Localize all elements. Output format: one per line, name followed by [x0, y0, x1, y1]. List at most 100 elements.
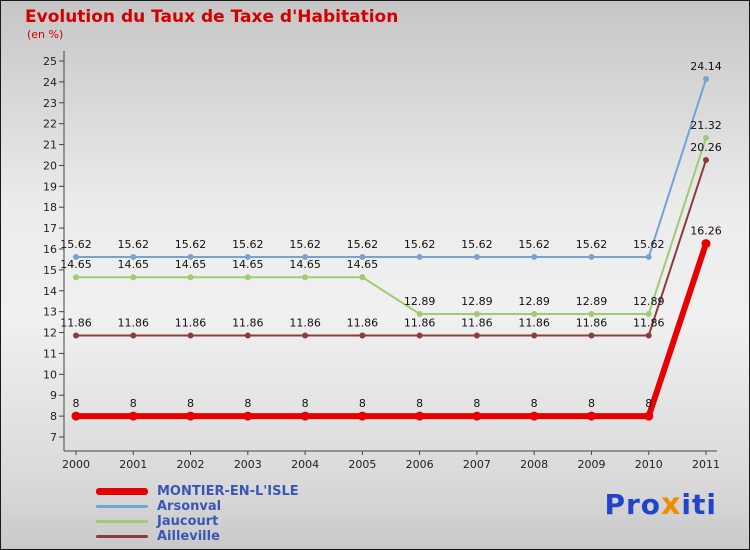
- y-tick-label: 12: [43, 327, 57, 340]
- point-label: 14.65: [347, 258, 379, 271]
- series-point: [645, 332, 652, 339]
- point-label: 8: [359, 397, 366, 410]
- series-point: [473, 310, 480, 317]
- chart-subtitle: (en %): [27, 28, 64, 41]
- series-point: [186, 411, 196, 421]
- point-label: 12.89: [633, 295, 665, 308]
- logo-x-icon: x: [661, 487, 682, 522]
- point-label: 8: [302, 397, 309, 410]
- point-label: 15.62: [404, 238, 436, 251]
- point-label: 11.86: [175, 316, 207, 329]
- series-point: [244, 332, 251, 339]
- x-tick-label: 2009: [577, 458, 605, 471]
- series-point: [703, 75, 709, 82]
- x-tick-label: 2006: [406, 458, 434, 471]
- point-label: 12.89: [518, 295, 550, 308]
- point-label: 11.86: [576, 316, 608, 329]
- series-line-2: [75, 136, 707, 315]
- series-point: [130, 332, 137, 339]
- y-tick-label: 18: [43, 201, 57, 214]
- point-label: 20.26: [690, 141, 722, 154]
- point-label: 12.89: [576, 295, 608, 308]
- x-tick-label: 2010: [635, 458, 663, 471]
- legend-label-jaucourt: Jaucourt: [157, 514, 219, 529]
- series-point: [645, 253, 652, 260]
- point-label: 15.62: [289, 238, 321, 251]
- series-point: [244, 274, 251, 281]
- y-tick-label: 13: [43, 306, 57, 319]
- point-label: 11.86: [461, 316, 493, 329]
- series-point: [645, 310, 652, 317]
- series-line-0: [73, 240, 709, 420]
- point-label: 16.26: [690, 225, 722, 238]
- point-label: 15.62: [576, 238, 608, 251]
- x-tick-label: 2004: [291, 458, 319, 471]
- point-label: 15.62: [175, 238, 207, 251]
- series-point: [187, 274, 194, 281]
- series-point: [187, 332, 194, 339]
- y-tick-label: 20: [43, 159, 57, 172]
- point-label: 14.65: [118, 258, 150, 271]
- series-point: [701, 239, 711, 249]
- series-point: [416, 253, 423, 260]
- y-tick-label: 15: [43, 264, 57, 277]
- legend-item-jaucourt: Jaucourt: [96, 514, 299, 529]
- series-point: [302, 274, 309, 281]
- series-point: [586, 411, 596, 421]
- series-point: [703, 134, 709, 141]
- proxiti-logo: Proxiti: [604, 487, 717, 522]
- y-tick-label: 14: [43, 285, 57, 298]
- legend-swatch-jaucourt: [96, 520, 148, 523]
- y-tick-label: 9: [50, 389, 57, 402]
- x-tick-label: 2002: [177, 458, 205, 471]
- x-tick-label: 2007: [463, 458, 491, 471]
- point-label: 14.65: [60, 258, 92, 271]
- series-point: [73, 253, 79, 260]
- y-tick-label: 7: [50, 431, 57, 444]
- point-label: 11.86: [404, 316, 436, 329]
- legend-label-ailleville: Ailleville: [157, 529, 220, 544]
- legend-swatch-montier: [96, 488, 148, 495]
- point-label: 8: [416, 397, 423, 410]
- point-label: 14.65: [289, 258, 321, 271]
- y-tick-label: 16: [43, 243, 57, 256]
- series-point: [357, 411, 367, 421]
- point-label: 21.32: [690, 119, 722, 132]
- point-label: 11.86: [60, 316, 92, 329]
- y-tick-label: 23: [43, 97, 57, 110]
- point-label: 11.86: [289, 316, 321, 329]
- point-label: 8: [645, 397, 652, 410]
- point-label: 12.89: [404, 295, 436, 308]
- series-point: [416, 332, 423, 339]
- point-label: 8: [187, 397, 194, 410]
- y-tick-label: 22: [43, 118, 57, 131]
- series-point: [187, 253, 194, 260]
- y-tick-label: 21: [43, 139, 57, 152]
- point-label: 8: [130, 397, 137, 410]
- y-tick-label: 8: [50, 410, 57, 423]
- point-label: 15.62: [461, 238, 493, 251]
- point-label: 11.86: [232, 316, 264, 329]
- point-label: 8: [588, 397, 595, 410]
- series-point: [588, 310, 595, 317]
- point-label: 11.86: [633, 316, 665, 329]
- series-point: [302, 253, 309, 260]
- y-tick-label: 19: [43, 180, 57, 193]
- y-tick-label: 17: [43, 222, 57, 235]
- series-point: [130, 274, 137, 281]
- series-point: [531, 253, 538, 260]
- point-label: 15.62: [347, 238, 379, 251]
- series-point: [244, 253, 251, 260]
- series-point: [73, 332, 79, 339]
- series-point: [644, 411, 654, 421]
- series-point: [302, 332, 309, 339]
- series-point: [359, 253, 366, 260]
- series-point: [359, 332, 366, 339]
- point-label: 11.86: [347, 316, 379, 329]
- series-point: [416, 310, 423, 317]
- legend-label-montier: MONTIER-EN-L'ISLE: [157, 484, 299, 499]
- legend-swatch-arsonval: [96, 505, 148, 508]
- series-point: [359, 274, 366, 281]
- y-tick-label: 11: [43, 347, 57, 360]
